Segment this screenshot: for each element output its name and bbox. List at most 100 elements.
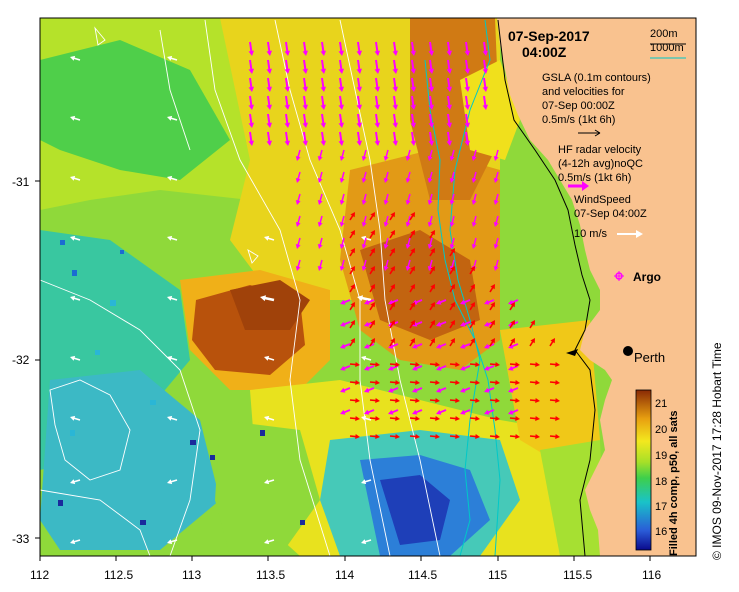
- hf-radar-arrow-head: [427, 222, 433, 227]
- legend-gsla-arrow: [578, 129, 601, 137]
- perth-marker[interactable]: [623, 346, 633, 356]
- hf-radar-arrow-head: [338, 68, 345, 74]
- argo-marker[interactable]: [614, 271, 624, 281]
- y-tick-label: -31: [12, 175, 30, 189]
- slope-velocity-arrow-head: [435, 362, 440, 368]
- wind-arrow-head: [70, 235, 76, 241]
- hf-radar-arrow-head: [320, 86, 327, 92]
- wind-arrow-head: [167, 55, 173, 61]
- slope-velocity-arrow-head: [455, 416, 460, 422]
- legend-200m-label: 200m: [650, 28, 678, 40]
- axis-ticks: [35, 180, 651, 561]
- hf-radar-arrow-head: [340, 343, 346, 349]
- hf-radar-arrow-head: [388, 299, 394, 305]
- slope-velocity-arrow-head: [430, 320, 435, 326]
- hf-radar-arrow-head: [405, 178, 411, 183]
- hf-radar-arrow-head: [471, 156, 477, 161]
- hf-radar-arrow-head: [464, 68, 471, 74]
- hf-radar-arrow-head: [493, 244, 499, 249]
- slope-velocity-arrow-head: [455, 434, 460, 440]
- hf-radar-arrow-head: [471, 244, 477, 249]
- hf-radar-arrow-head: [482, 68, 489, 74]
- hf-radar-arrow-head: [449, 178, 455, 183]
- colorbar-tick: 20: [655, 424, 668, 436]
- hf-radar-arrow-head: [302, 68, 309, 74]
- colorbar-tick: 21: [655, 398, 668, 410]
- hf-radar-arrow-head: [410, 68, 417, 74]
- hf-radar-arrow-head: [383, 266, 389, 271]
- hf-radar-arrow-head: [383, 156, 389, 161]
- hf-radar-arrow-head: [266, 104, 273, 110]
- wind-arrow-head: [167, 539, 173, 545]
- gsla-velocity-arrows: [349, 212, 560, 440]
- slope-velocity-arrow-head: [410, 284, 415, 290]
- hf-radar-arrow-head: [302, 122, 309, 128]
- slope-velocity-arrow-head: [510, 302, 515, 308]
- wind-arrow-head: [167, 235, 173, 241]
- slope-velocity-arrow-head: [515, 362, 520, 368]
- hf-radar-arrow-head: [449, 244, 455, 249]
- hf-radar-arrow-head: [410, 86, 417, 92]
- wind-arrow-head: [70, 415, 76, 421]
- hf-radar-arrow-head: [317, 178, 323, 183]
- slope-velocity-arrow-head: [535, 416, 540, 422]
- hf-radar-arrow-head: [508, 387, 514, 393]
- slope-velocity-arrow-head: [490, 302, 495, 308]
- hf-radar-arrow-head: [374, 140, 381, 146]
- colorbar-tick: 18: [655, 476, 668, 488]
- hf-radar-arrow-head: [295, 200, 301, 205]
- hf-radar-arrow-head: [460, 321, 466, 327]
- hf-radar-arrow-head: [361, 156, 367, 161]
- x-tick-label: 114.5: [408, 568, 438, 582]
- hf-radar-arrow-head: [460, 343, 466, 349]
- wind-arrow-head: [361, 539, 367, 545]
- slope-velocity-arrow-head: [370, 338, 375, 344]
- slope-velocity-arrow-head: [410, 212, 415, 218]
- slope-velocity-arrow-head: [515, 380, 520, 386]
- slope-velocity-arrow-head: [370, 248, 375, 254]
- slope-velocity-arrow-head: [390, 230, 395, 236]
- perth-label: Perth: [634, 350, 666, 365]
- slope-velocity-arrow-head: [475, 416, 480, 422]
- hf-radar-arrow-head: [361, 266, 367, 271]
- slope-velocity-arrow-head: [390, 284, 395, 290]
- slope-velocity-arrow-head: [375, 380, 380, 386]
- slope-velocity-arrow-head: [350, 212, 355, 218]
- slope-velocity-arrow-head: [495, 380, 500, 386]
- hf-radar-arrow-head: [449, 200, 455, 205]
- slope-velocity-arrow-head: [415, 416, 420, 422]
- y-tick-label: -33: [12, 532, 30, 546]
- slope-velocity-arrow-head: [395, 416, 400, 422]
- slope-velocity-arrow-head: [430, 302, 435, 308]
- hf-radar-arrow-head: [356, 122, 363, 128]
- slope-velocity-arrow-head: [355, 398, 360, 404]
- wind-arrow-head: [264, 539, 270, 545]
- slope-velocity-arrow-head: [350, 302, 355, 308]
- wind-arrow-head: [260, 295, 267, 302]
- hf-radar-arrow-head: [338, 50, 345, 56]
- slope-velocity-arrow-head: [455, 398, 460, 404]
- wind-arrow-head: [167, 415, 173, 421]
- slope-velocity-arrow-head: [510, 320, 515, 326]
- hf-radar-arrow-head: [248, 140, 255, 146]
- hf-radar-arrow-head: [340, 409, 346, 415]
- contour-1000m: [424, 19, 501, 557]
- slope-velocity-arrow-head: [390, 212, 395, 218]
- slope-velocity-arrow-head: [450, 248, 455, 254]
- hf-radar-arrow-head: [364, 365, 370, 371]
- slope-velocity-arrow-head: [430, 284, 435, 290]
- hf-radar-arrow-head: [508, 299, 514, 305]
- wind-arrow-head: [167, 175, 173, 181]
- hf-radar-arrow-head: [356, 104, 363, 110]
- hf-radar-arrow-head: [340, 321, 346, 327]
- slope-velocity-arrow-head: [430, 248, 435, 254]
- slope-velocity-arrow-head: [430, 266, 435, 272]
- slope-velocity-arrow-head: [410, 266, 415, 272]
- hf-radar-arrow-head: [446, 86, 453, 92]
- slope-velocity-arrow-head: [370, 266, 375, 272]
- hf-radar-arrow-head: [248, 68, 255, 74]
- hf-radar-arrow-head: [374, 122, 381, 128]
- slope-velocity-arrow-head: [475, 380, 480, 386]
- hf-radar-arrow-head: [482, 86, 489, 92]
- slope-velocity-arrow-head: [410, 320, 415, 326]
